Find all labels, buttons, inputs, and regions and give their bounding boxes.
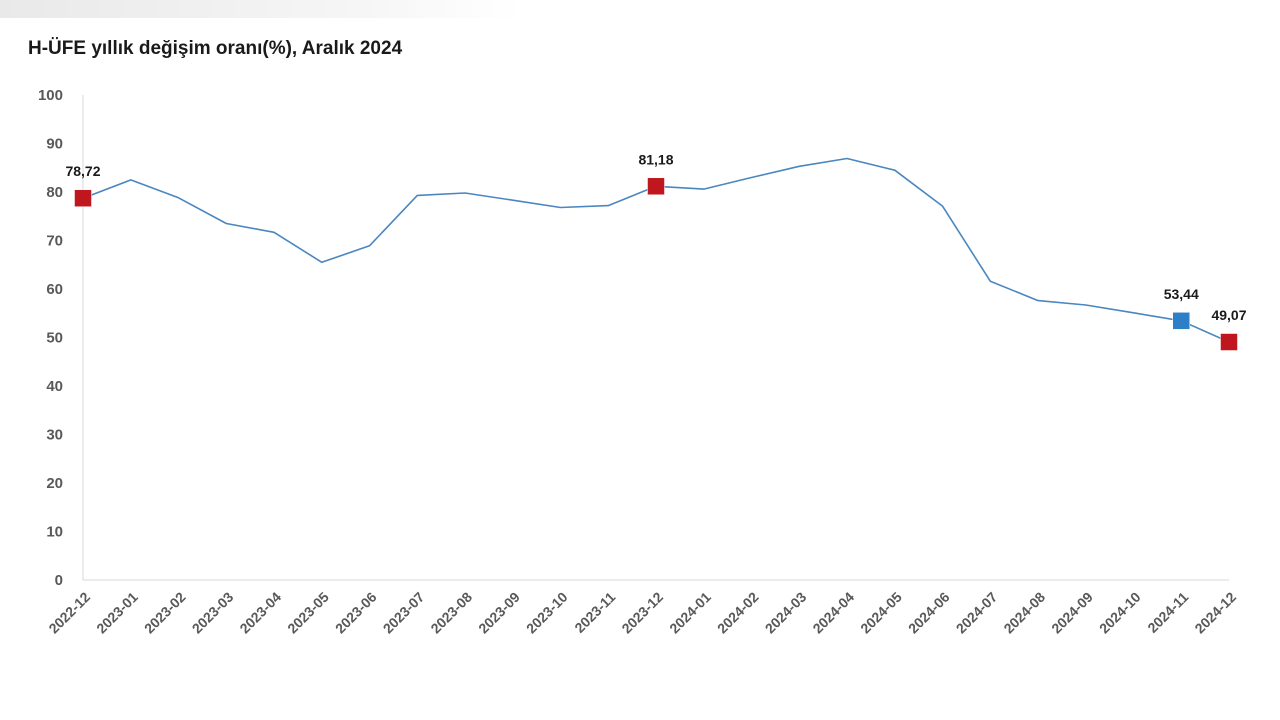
x-tick-label: 2024-09 <box>1048 589 1096 637</box>
y-tick-label: 10 <box>46 524 63 541</box>
y-tick-label: 80 <box>46 184 63 201</box>
y-tick-label: 100 <box>38 87 63 104</box>
data-point-marker <box>1220 333 1238 351</box>
highlight-markers <box>74 177 1238 351</box>
chart-title: H-ÜFE yıllık değişim oranı(%), Aralık 20… <box>28 38 403 59</box>
x-tick-label: 2024-07 <box>953 589 1001 637</box>
data-label: 81,18 <box>638 151 673 167</box>
x-tick-label: 2023-03 <box>189 589 237 637</box>
x-tick-label: 2024-06 <box>905 589 953 637</box>
y-tick-label: 30 <box>46 427 63 444</box>
x-tick-label: 2022-12 <box>45 589 93 637</box>
y-tick-label: 20 <box>46 475 63 492</box>
data-label: 78,72 <box>65 163 100 179</box>
x-tick-label: 2023-06 <box>332 589 380 637</box>
y-tick-label: 0 <box>55 572 63 589</box>
data-label: 49,07 <box>1211 307 1246 323</box>
x-tick-label: 2023-01 <box>93 589 141 637</box>
data-label: 53,44 <box>1164 286 1199 302</box>
x-tick-label: 2024-12 <box>1191 589 1239 637</box>
y-tick-label: 50 <box>46 330 63 347</box>
x-tick-label: 2023-09 <box>475 589 523 637</box>
y-tick-label: 40 <box>46 378 63 395</box>
x-tick-label: 2023-02 <box>141 589 189 637</box>
x-tick-label: 2024-04 <box>809 589 857 637</box>
x-tick-label: 2023-04 <box>236 589 284 637</box>
y-tick-labels: 0 10 20 30 40 50 60 70 80 90 100 <box>38 87 63 589</box>
x-tick-label: 2023-10 <box>523 589 571 637</box>
y-tick-label: 90 <box>46 136 63 153</box>
x-tick-label: 2023-05 <box>284 589 332 637</box>
data-point-marker <box>647 177 665 196</box>
y-tick-label: 60 <box>46 281 63 298</box>
axes <box>82 95 1229 581</box>
x-tick-label: 2024-05 <box>857 589 905 637</box>
x-tick-label: 2023-12 <box>618 589 666 637</box>
x-tick-label: 2023-07 <box>380 589 428 637</box>
x-tick-label: 2024-03 <box>762 589 810 637</box>
y-tick-label: 70 <box>46 233 63 250</box>
x-tick-label: 2024-02 <box>714 589 762 637</box>
data-labels: 78,72 81,18 53,44 49,07 <box>65 151 1246 323</box>
top-shade-bar <box>0 0 520 18</box>
x-tick-labels: 2022-12 2023-01 2023-02 2023-03 2023-04 2023-… <box>45 589 1239 637</box>
x-tick-label: 2023-08 <box>427 589 475 637</box>
data-point-marker <box>1172 312 1190 330</box>
x-tick-label: 2023-11 <box>571 589 618 636</box>
x-tick-label: 2024-11 <box>1144 589 1191 636</box>
x-tick-label: 2024-01 <box>666 589 714 637</box>
x-tick-label: 2024-08 <box>1000 589 1048 637</box>
x-tick-label: 2024-10 <box>1096 589 1144 637</box>
data-point-marker <box>74 189 92 207</box>
